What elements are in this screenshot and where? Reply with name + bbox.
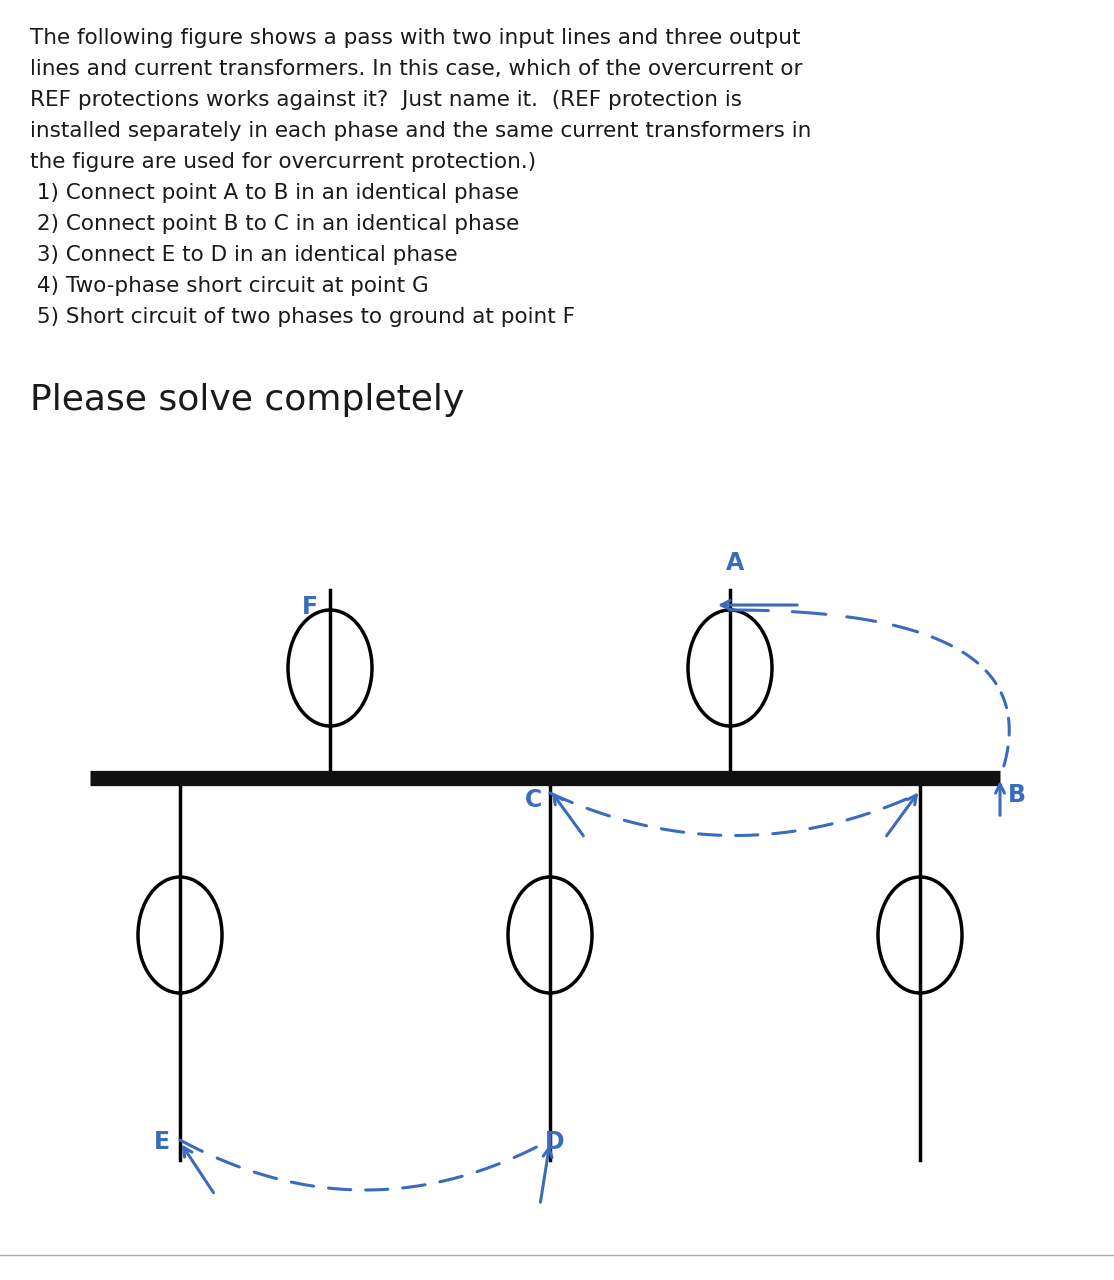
Ellipse shape [878,877,962,993]
Text: 3) Connect E to D in an identical phase: 3) Connect E to D in an identical phase [30,244,458,265]
Text: 4) Two-phase short circuit at point G: 4) Two-phase short circuit at point G [30,276,429,296]
Text: F: F [302,595,317,620]
Text: D: D [545,1130,565,1155]
Text: The following figure shows a pass with two input lines and three output: The following figure shows a pass with t… [30,28,801,47]
Text: the figure are used for overcurrent protection.): the figure are used for overcurrent prot… [30,152,536,172]
Text: C: C [525,788,543,812]
Text: Please solve completely: Please solve completely [30,383,465,417]
Text: B: B [1008,783,1026,806]
Ellipse shape [508,877,592,993]
Ellipse shape [289,611,372,726]
Ellipse shape [688,611,772,726]
Ellipse shape [138,877,222,993]
Text: E: E [154,1130,170,1155]
Text: 5) Short circuit of two phases to ground at point F: 5) Short circuit of two phases to ground… [30,307,575,326]
Text: 1) Connect point A to B in an identical phase: 1) Connect point A to B in an identical … [30,183,519,204]
Text: lines and current transformers. In this case, which of the overcurrent or: lines and current transformers. In this … [30,59,802,79]
Text: installed separately in each phase and the same current transformers in: installed separately in each phase and t… [30,122,811,141]
Text: G: G [299,684,317,707]
Text: REF protections works against it?  Just name it.  (REF protection is: REF protections works against it? Just n… [30,90,742,110]
Text: A: A [726,550,744,575]
Text: 2) Connect point B to C in an identical phase: 2) Connect point B to C in an identical … [30,214,519,234]
